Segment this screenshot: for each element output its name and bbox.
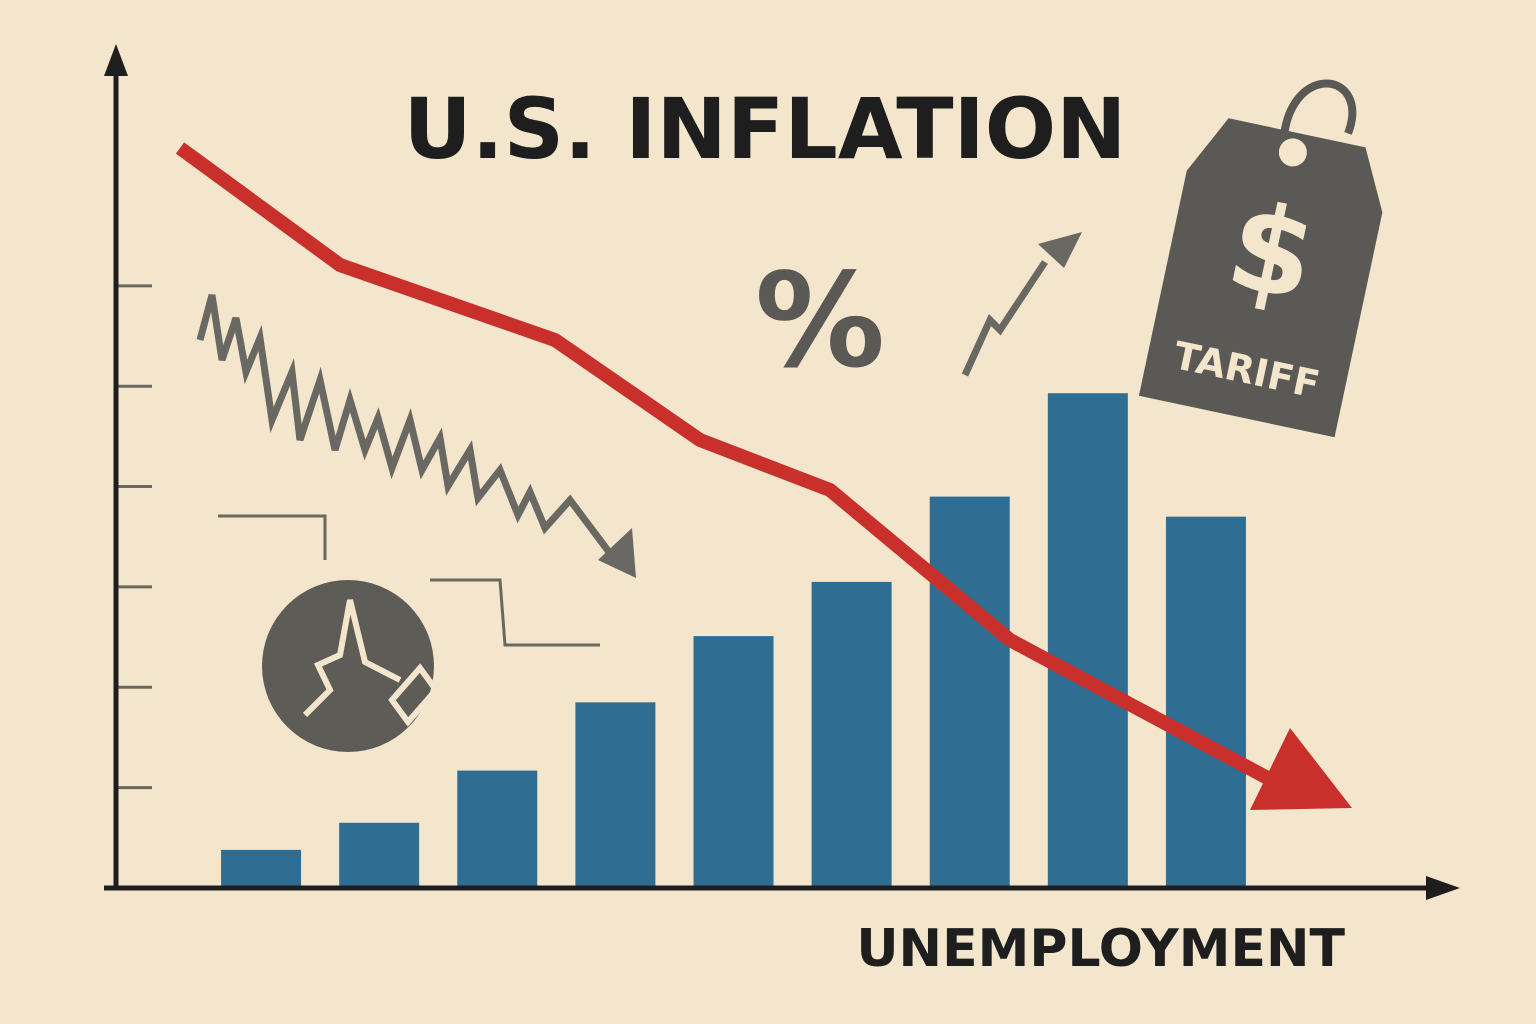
zigzag-arrow (598, 528, 636, 578)
y-axis-arrow (104, 44, 128, 76)
bars (118, 284, 1246, 888)
bar (693, 636, 774, 888)
globe-icon (262, 580, 434, 752)
bar (339, 822, 420, 888)
bar (811, 581, 892, 888)
tag-string (1279, 79, 1357, 139)
up-arrow (961, 260, 1048, 377)
tag-shape (1138, 118, 1383, 438)
tag-hole (1278, 138, 1307, 167)
icon-line (388, 663, 440, 727)
tariff-tag: $ TARIFF (1138, 79, 1383, 438)
percent-sign: % (755, 245, 885, 397)
zigzag-decoration (196, 294, 618, 563)
up-arrow-head (1038, 232, 1082, 268)
trend-line (175, 142, 1294, 797)
bar (1165, 516, 1246, 888)
bar (457, 770, 538, 888)
trend-arrow-head (1250, 728, 1352, 810)
bar (929, 496, 1010, 888)
connector (218, 514, 327, 560)
icon-line (302, 599, 402, 718)
bar (575, 702, 656, 888)
x-axis-arrow (1426, 876, 1460, 900)
chart-title: U.S. INFLATION (404, 80, 1127, 178)
bar (221, 849, 302, 888)
connector (430, 578, 600, 647)
x-axis-label: UNEMPLOYMENT (856, 919, 1345, 979)
bar (1047, 393, 1128, 888)
